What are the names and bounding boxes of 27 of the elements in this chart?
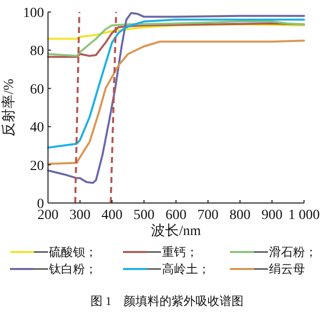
y-tick-label: 60 — [30, 82, 44, 98]
y-tick-label: 80 — [30, 44, 44, 60]
x-tick-label: 700 — [198, 208, 218, 223]
y-tick-label: 20 — [30, 158, 44, 174]
y-axis-title: 反射率/% — [1, 78, 17, 136]
x-tick-label: 200 — [38, 208, 58, 223]
line-series — [47, 18, 305, 149]
line-series — [47, 23, 305, 40]
legend-label: 绢云母 — [269, 262, 305, 276]
x-tick-label: 900 — [262, 208, 282, 223]
legend-label: 高岭土； — [162, 262, 210, 276]
legend-label: 钛白粉； — [48, 262, 97, 276]
y-tick-label: 100 — [23, 6, 44, 21]
x-tick-label: 1 000 — [288, 208, 320, 223]
legend-label: 重钙； — [162, 245, 198, 259]
y-tick-label: 40 — [30, 120, 44, 136]
x-axis-title: 波长/nm — [151, 223, 201, 239]
caption: 图 1 颜填料的紫外吸收谱图 — [90, 294, 244, 308]
x-tick-label: 300 — [70, 208, 90, 223]
x-tick-label: 500 — [134, 208, 154, 223]
x-tick-label: 800 — [230, 208, 250, 223]
x-tick-label: 600 — [166, 208, 186, 223]
line-series — [47, 12, 305, 184]
legend-label: 硫酸钡； — [49, 245, 97, 259]
line-series — [47, 40, 305, 165]
legend-label: 滑石粉； — [269, 245, 317, 259]
x-tick-label: 400 — [102, 208, 122, 223]
